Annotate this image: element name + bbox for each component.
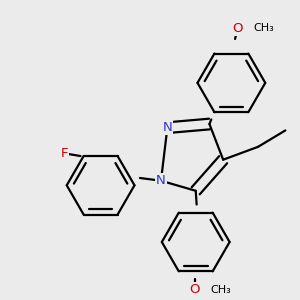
Text: CH₃: CH₃ xyxy=(210,285,231,295)
Text: F: F xyxy=(60,147,68,160)
Text: CH₃: CH₃ xyxy=(253,23,274,33)
Text: N: N xyxy=(156,174,166,187)
Text: O: O xyxy=(232,22,243,34)
Text: O: O xyxy=(190,283,200,296)
Text: N: N xyxy=(163,121,172,134)
